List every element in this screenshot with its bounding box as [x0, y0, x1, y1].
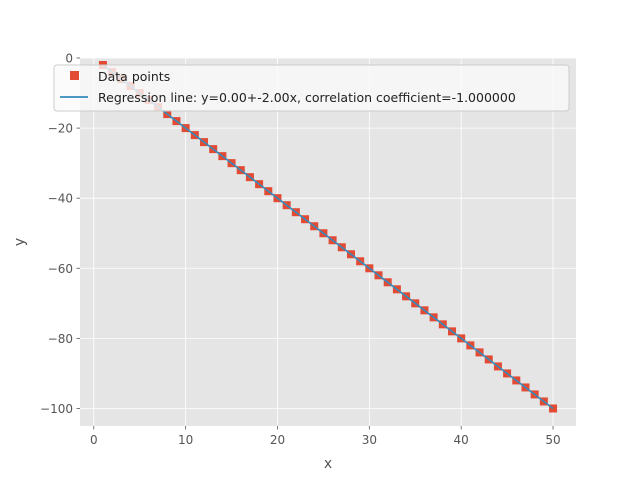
y-axis-label: y	[12, 238, 28, 246]
x-axis-label: x	[324, 456, 332, 472]
legend-marker-data-points	[70, 71, 79, 80]
x-tick-label: 50	[545, 433, 560, 447]
y-tick-label: −20	[48, 122, 73, 136]
x-tick-label: 30	[362, 433, 377, 447]
y-tick-label: −60	[48, 262, 73, 276]
legend-label-regression-line: Regression line: y=0.00+-2.00x, correlat…	[98, 90, 516, 105]
y-tick-label: −100	[40, 402, 73, 416]
y-tick-label: 0	[65, 52, 73, 66]
x-tick-label: 20	[270, 433, 285, 447]
y-tick-label: −40	[48, 192, 73, 206]
grid	[80, 57, 576, 426]
legend: Data points Regression line: y=0.00+-2.0…	[53, 64, 570, 112]
legend-box	[53, 64, 570, 112]
x-tick-label: 0	[90, 433, 98, 447]
plot-area	[80, 58, 576, 426]
x-tick-label: 10	[178, 433, 193, 447]
y-tick-label: −80	[48, 332, 73, 346]
ticks: 0 10 20 30 40 50 0 −20 −40 −60 −80 −100	[40, 52, 561, 448]
legend-label-data-points: Data points	[98, 69, 170, 84]
regression-line	[102, 64, 554, 410]
x-tick-label: 40	[454, 433, 469, 447]
